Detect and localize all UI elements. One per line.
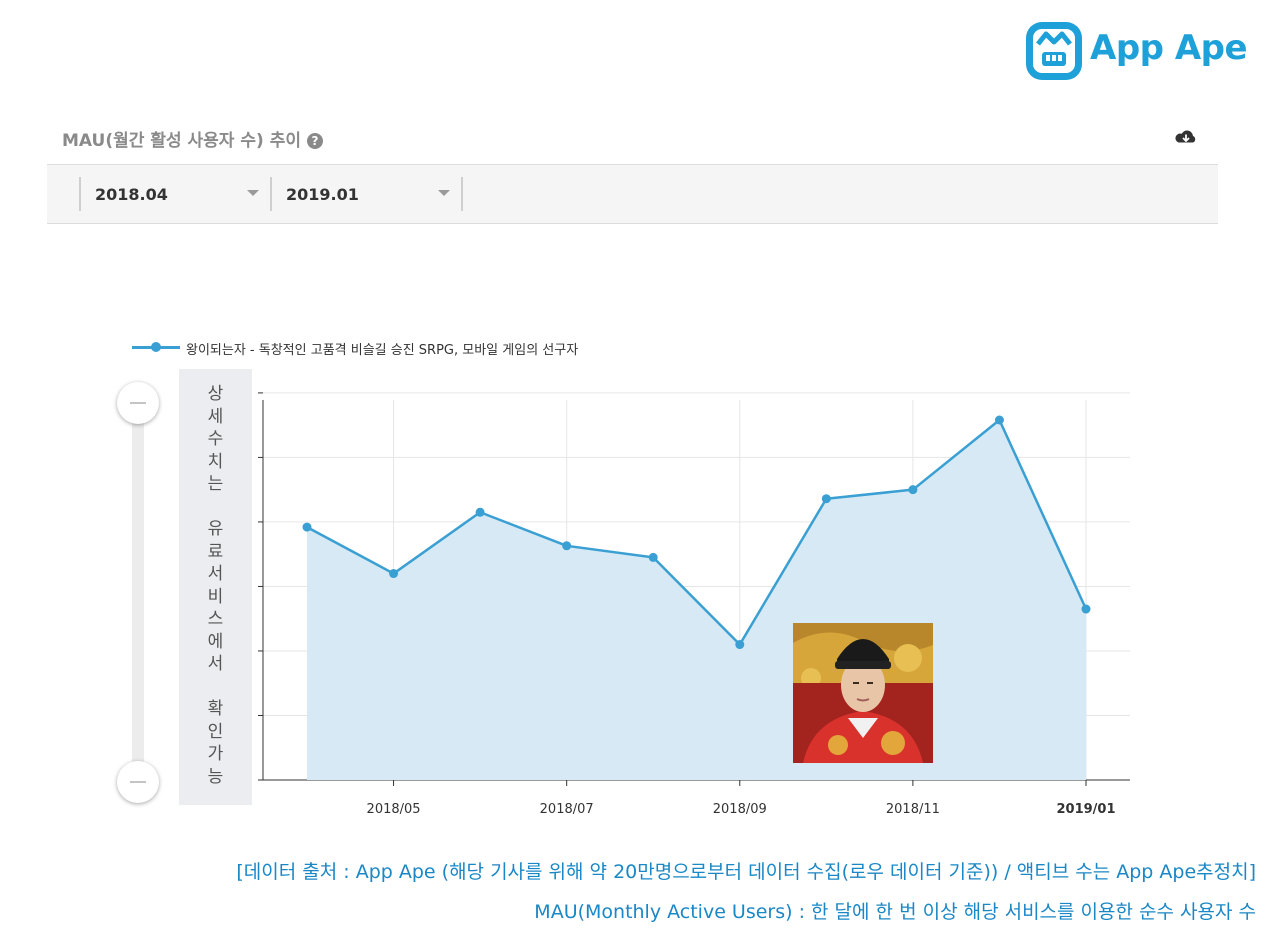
data-point <box>908 485 918 495</box>
data-point <box>302 522 312 532</box>
panel-title: MAU(월간 활성 사용자 수) 추이? <box>62 126 323 151</box>
x-tick-label: 2018/07 <box>540 802 594 817</box>
x-tick-label: 2018/11 <box>886 802 940 817</box>
legend-series-name: 왕이되는자 - 독창적인 고품격 비슬길 승진 SRPG, 모바일 게임의 선구… <box>186 343 579 358</box>
legend-marker <box>151 342 161 352</box>
app-ape-logo: App Ape <box>1024 18 1264 86</box>
data-point <box>735 640 745 650</box>
date-range-toolbar: 2018.04 2019.01 <box>47 164 1218 224</box>
brand-name: App Ape <box>1090 28 1248 68</box>
chevron-down-icon <box>247 190 259 196</box>
chevron-down-icon <box>438 190 450 196</box>
data-point <box>648 552 658 562</box>
toolbar-divider <box>461 177 463 211</box>
end-month-value: 2019.01 <box>286 185 359 204</box>
panel-title-text: MAU(월간 활성 사용자 수) 추이 <box>62 131 301 151</box>
data-point <box>475 507 485 517</box>
mau-definition-caption: MAU(Monthly Active Users) : 한 달에 한 번 이상 … <box>534 901 1256 923</box>
series-line <box>306 418 1088 646</box>
start-month-value: 2018.04 <box>95 185 168 204</box>
data-point <box>389 569 399 579</box>
help-icon[interactable]: ? <box>306 133 323 149</box>
data-point <box>821 494 831 504</box>
ape-mascot-icon <box>1026 22 1082 80</box>
cloud-download-icon[interactable] <box>1174 128 1198 148</box>
x-tick-label: 2019/01 <box>1056 802 1115 817</box>
data-point <box>562 541 572 551</box>
premium-note: 상 세 수 치 는 유 료 서 비 스 에 서 확 인 가 능 <box>179 369 252 805</box>
data-point <box>994 415 1004 425</box>
zoom-slider-track[interactable] <box>132 404 144 782</box>
data-point <box>1081 604 1091 614</box>
x-tick-label: 2018/05 <box>367 802 421 817</box>
zoom-slider-bottom-handle[interactable] <box>117 761 159 803</box>
x-tick-label: 2018/09 <box>713 802 767 817</box>
zoom-slider-top-handle[interactable] <box>117 382 159 424</box>
start-month-select[interactable]: 2018.04 <box>79 177 271 211</box>
end-month-select[interactable]: 2019.01 <box>270 177 462 211</box>
app-thumbnail <box>793 623 933 763</box>
data-source-caption: [데이터 출처 : App Ape (해당 기사를 위해 약 20만명으로부터 … <box>236 861 1256 883</box>
